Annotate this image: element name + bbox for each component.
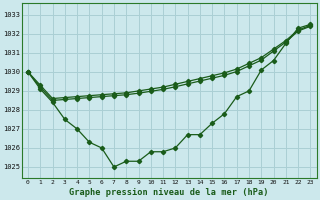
X-axis label: Graphe pression niveau de la mer (hPa): Graphe pression niveau de la mer (hPa) — [69, 188, 269, 197]
